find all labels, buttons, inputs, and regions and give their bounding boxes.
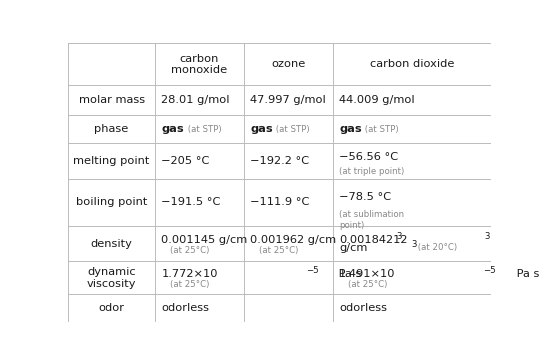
Text: (at 20°C): (at 20°C) xyxy=(416,243,458,252)
Text: −5: −5 xyxy=(483,266,496,275)
Text: 0.001962 g/cm: 0.001962 g/cm xyxy=(250,235,336,245)
Text: g/cm: g/cm xyxy=(339,243,367,253)
Text: Pa s: Pa s xyxy=(513,269,539,279)
Text: (at STP): (at STP) xyxy=(363,125,399,134)
Text: (at 25°C): (at 25°C) xyxy=(170,280,209,289)
Text: −56.56 °C: −56.56 °C xyxy=(339,152,398,162)
Text: (at STP): (at STP) xyxy=(274,125,310,134)
Text: odorless: odorless xyxy=(339,303,387,313)
Text: carbon dioxide: carbon dioxide xyxy=(370,59,454,70)
Text: (at 25°C): (at 25°C) xyxy=(348,280,387,289)
Text: (at 25°C): (at 25°C) xyxy=(259,246,298,255)
Text: (at 25°C): (at 25°C) xyxy=(170,246,209,255)
Text: 3: 3 xyxy=(411,240,417,249)
Text: −78.5 °C: −78.5 °C xyxy=(339,192,391,202)
Text: (at STP): (at STP) xyxy=(185,125,221,134)
Text: Pa s: Pa s xyxy=(335,269,361,279)
Text: gas: gas xyxy=(250,124,273,134)
Text: 1.772×10: 1.772×10 xyxy=(162,269,218,279)
Text: melting point: melting point xyxy=(73,156,150,166)
Text: ozone: ozone xyxy=(271,59,305,70)
Text: 44.009 g/mol: 44.009 g/mol xyxy=(339,95,415,105)
Text: dynamic
viscosity: dynamic viscosity xyxy=(87,267,136,289)
Text: 3: 3 xyxy=(485,232,490,240)
Text: −205 °C: −205 °C xyxy=(162,156,210,166)
Text: 47.997 g/mol: 47.997 g/mol xyxy=(250,95,326,105)
Text: −111.9 °C: −111.9 °C xyxy=(250,197,310,207)
Text: 28.01 g/mol: 28.01 g/mol xyxy=(162,95,230,105)
Text: (at sublimation
point): (at sublimation point) xyxy=(339,210,404,230)
Text: gas: gas xyxy=(162,124,184,134)
Text: gas: gas xyxy=(339,124,361,134)
Text: odorless: odorless xyxy=(162,303,209,313)
Text: carbon
monoxide: carbon monoxide xyxy=(171,54,228,75)
Text: −191.5 °C: −191.5 °C xyxy=(162,197,221,207)
Text: −192.2 °C: −192.2 °C xyxy=(250,156,310,166)
Text: molar mass: molar mass xyxy=(79,95,145,105)
Text: −5: −5 xyxy=(306,266,318,275)
Text: 0.00184212: 0.00184212 xyxy=(339,235,407,245)
Text: 3: 3 xyxy=(396,232,401,240)
Text: density: density xyxy=(91,239,133,249)
Text: (at triple point): (at triple point) xyxy=(339,167,405,176)
Text: phase: phase xyxy=(94,124,129,134)
Text: boiling point: boiling point xyxy=(76,197,147,207)
Text: 0.001145 g/cm: 0.001145 g/cm xyxy=(162,235,247,245)
Text: 1.491×10: 1.491×10 xyxy=(339,269,395,279)
Text: odor: odor xyxy=(99,303,124,313)
